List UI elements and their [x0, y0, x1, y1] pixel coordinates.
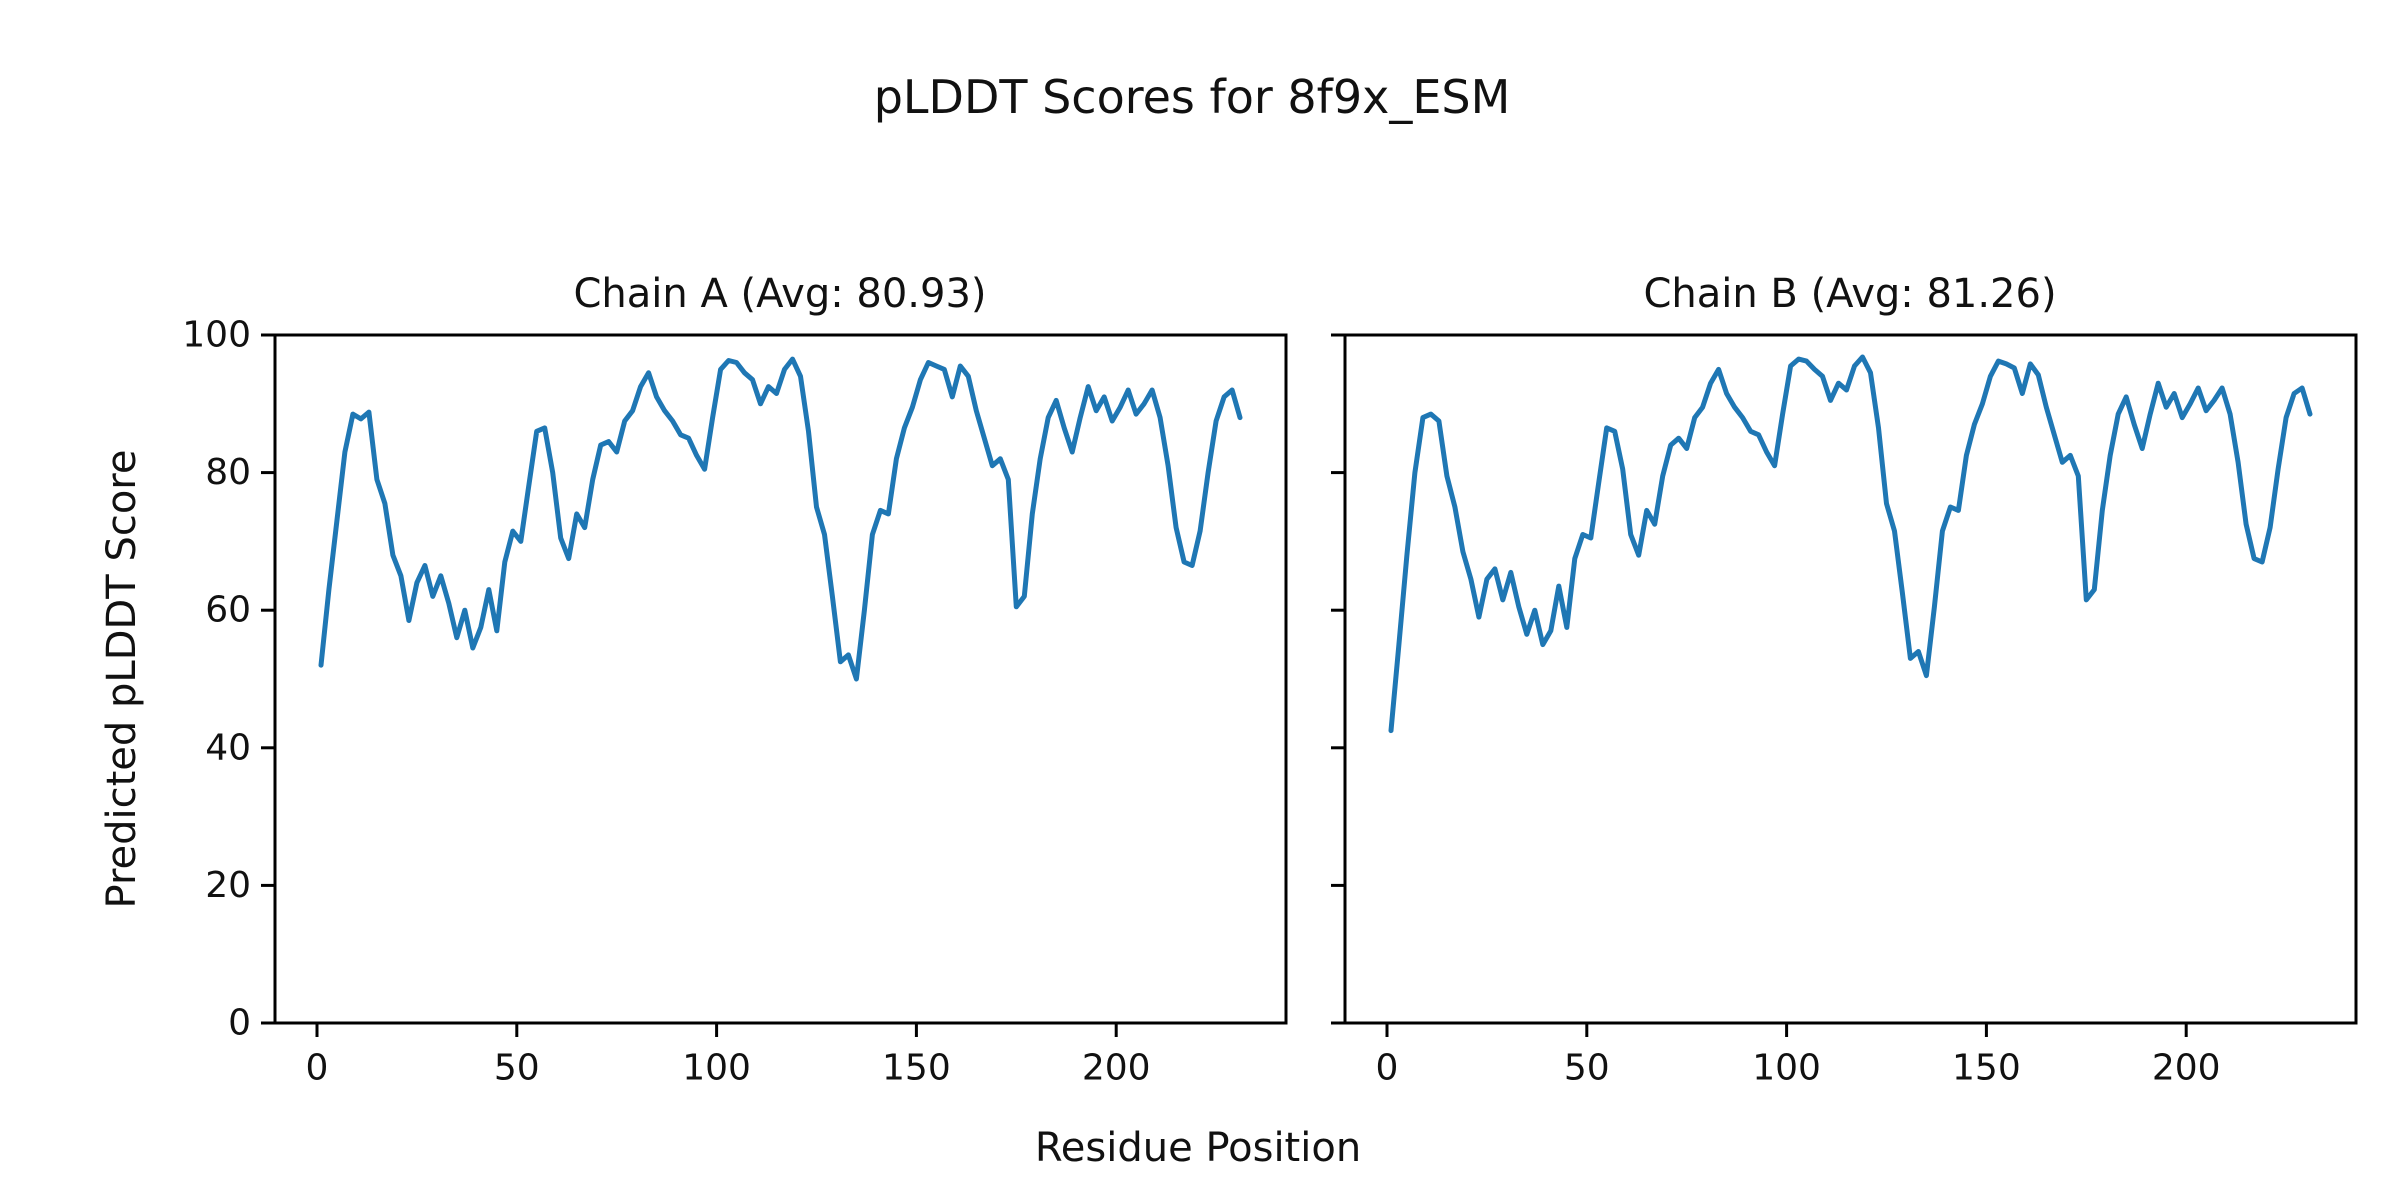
- x-ticks-chain-b: 0 50 100 150 200: [1376, 1023, 2221, 1089]
- x-tick-label: 150: [1952, 1048, 2021, 1089]
- x-tick-label: 150: [882, 1048, 951, 1089]
- x-tick-label: 100: [682, 1048, 751, 1089]
- subplot-chain-b: Chain B (Avg: 81.26) 0 50 100 150 200: [1331, 271, 2358, 1089]
- plot-frame-chain-a: [273, 333, 1288, 1025]
- y-ticks-chain-b: [1331, 333, 1345, 1025]
- x-tick-label: 50: [1564, 1048, 1610, 1089]
- y-tick-label: 40: [205, 727, 251, 768]
- plddt-line-chain-a: [318, 356, 1243, 682]
- x-tick-label: 200: [1082, 1048, 1151, 1089]
- subplot-title-chain-a: Chain A (Avg: 80.93): [573, 271, 986, 317]
- y-tick-label: 100: [182, 315, 251, 356]
- x-tick-label: 50: [494, 1048, 540, 1089]
- x-axis-label: Residue Position: [1035, 1125, 1361, 1171]
- x-tick-label: 200: [2152, 1048, 2221, 1089]
- x-ticks-chain-a: 0 50 100 150 200: [306, 1023, 1151, 1089]
- y-tick-label: 0: [228, 1003, 251, 1044]
- y-ticks-chain-a: 0 20 40 60 80 100: [182, 315, 275, 1044]
- subplot-title-chain-b: Chain B (Avg: 81.26): [1643, 271, 2056, 317]
- y-tick-label: 20: [205, 865, 251, 906]
- y-tick-label: 80: [205, 452, 251, 493]
- plot-frame-chain-b: [1343, 333, 2358, 1025]
- x-tick-label: 0: [1376, 1048, 1399, 1089]
- x-tick-label: 100: [1752, 1048, 1821, 1089]
- subplot-chain-a: Chain A (Avg: 80.93) 0 50 100 150 200 0 20 40 6…: [182, 271, 1288, 1089]
- figure-title: pLDDT Scores for 8f9x_ESM: [874, 70, 1511, 124]
- x-tick-label: 0: [306, 1048, 329, 1089]
- plddt-line-chain-b: [1388, 354, 2313, 734]
- y-axis-label: Predicted pLDDT Score: [99, 450, 145, 909]
- y-tick-label: 60: [205, 590, 251, 631]
